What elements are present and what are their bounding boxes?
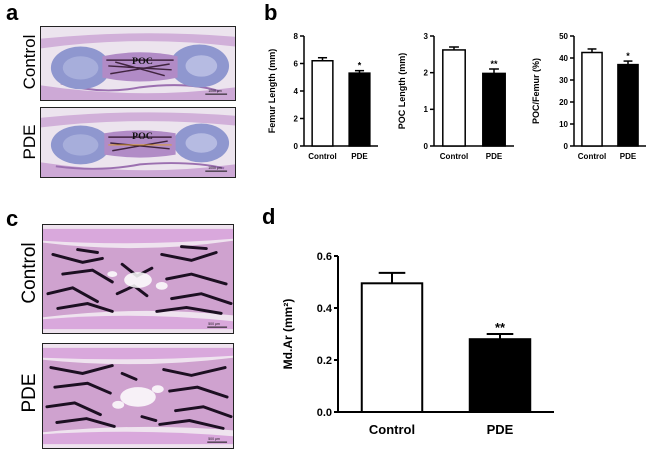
chart-poc-length: 0 1 2 3 POC Length (mm) Control ** PDE bbox=[396, 22, 526, 184]
panel-label-c: c bbox=[6, 206, 19, 231]
bone-section-control: 500 μm bbox=[42, 224, 234, 334]
y-tick-label: 40 bbox=[559, 54, 568, 63]
svg-text:POC: POC bbox=[132, 131, 153, 142]
poc-annotation-control: POC bbox=[132, 56, 153, 67]
bar-control bbox=[360, 282, 424, 413]
y-axis-label: Femur Length (mm) bbox=[267, 49, 277, 134]
bar-control bbox=[581, 51, 603, 147]
category-label: PDE bbox=[487, 422, 514, 437]
bar-control bbox=[311, 60, 334, 147]
bone-section-pde: 500 μm bbox=[42, 343, 234, 449]
image-c-bottom-label: PDE bbox=[19, 373, 40, 413]
scale-bar-c-bottom: 500 μm bbox=[208, 437, 220, 441]
y-tick-label: 2 bbox=[424, 68, 429, 77]
panel-label-a: a bbox=[6, 0, 19, 25]
chart-svg: 0 1 2 3 POC Length (mm) Control ** PDE bbox=[397, 32, 514, 161]
y-tick-label: 50 bbox=[559, 32, 568, 41]
y-tick-label: 0 bbox=[564, 142, 569, 151]
bar-pde bbox=[482, 72, 506, 147]
category-label: Control bbox=[308, 152, 336, 161]
chart-poc-femur: 0 10 20 30 40 50 POC/Femur (%) Control * PDE bbox=[530, 22, 658, 184]
y-tick-label: 0 bbox=[294, 142, 299, 151]
y-tick-label: 6 bbox=[294, 59, 299, 68]
bar-control bbox=[442, 49, 466, 147]
y-axis-label: POC Length (mm) bbox=[397, 53, 407, 130]
category-label: PDE bbox=[620, 152, 637, 161]
y-tick-label: 0.6 bbox=[317, 251, 332, 263]
significance-marker: * bbox=[358, 61, 362, 71]
image-c-top-label: Control bbox=[19, 242, 40, 304]
panel-label-d: d bbox=[262, 204, 276, 229]
y-tick-label: 4 bbox=[294, 87, 299, 96]
svg-text:POC: POC bbox=[132, 56, 153, 67]
chart-md-ar: 0.0 0.2 0.4 0.6 Md.Ar (mm²) Control ** PDE bbox=[276, 240, 576, 450]
category-label: Control bbox=[578, 152, 606, 161]
y-tick-label: 0.4 bbox=[317, 303, 333, 315]
chart-svg: 0.0 0.2 0.4 0.6 Md.Ar (mm²) Control ** PDE bbox=[281, 251, 554, 437]
significance-marker: ** bbox=[495, 320, 506, 335]
y-tick-label: 10 bbox=[559, 120, 568, 129]
y-tick-label: 0.0 bbox=[317, 407, 332, 419]
category-label: PDE bbox=[486, 152, 503, 161]
panel-label-b: b bbox=[264, 0, 278, 25]
image-a-top-label: Control bbox=[20, 34, 39, 90]
y-tick-label: 30 bbox=[559, 76, 568, 85]
image-a-bottom-label: PDE bbox=[20, 124, 39, 160]
category-label: Control bbox=[369, 422, 415, 437]
y-tick-label: 3 bbox=[424, 32, 429, 41]
y-axis-label: Md.Ar (mm²) bbox=[281, 299, 295, 370]
y-tick-label: 20 bbox=[559, 98, 568, 107]
y-tick-label: 8 bbox=[294, 32, 299, 41]
scale-bar-c-top: 500 μm bbox=[208, 322, 220, 326]
bar-pde bbox=[468, 338, 532, 413]
y-tick-label: 0 bbox=[424, 142, 429, 151]
y-axis-label: POC/Femur (%) bbox=[531, 58, 541, 124]
chart-femur-length: 0 2 4 6 8 Femur Length (mm) Control * PDE bbox=[266, 22, 390, 184]
significance-marker: * bbox=[626, 51, 630, 61]
scale-bar-a-top: 1000 μm bbox=[208, 89, 222, 93]
chart-svg: 0 2 4 6 8 Femur Length (mm) Control * PDE bbox=[267, 32, 378, 161]
y-tick-label: 0.2 bbox=[317, 355, 332, 367]
chart-svg: 0 10 20 30 40 50 POC/Femur (%) Control * PDE bbox=[531, 32, 646, 161]
poc-annotation-pde: POC bbox=[132, 131, 153, 142]
bar-pde bbox=[348, 72, 371, 147]
femur-image-control: POC 1000 μm bbox=[40, 26, 236, 101]
bar-pde bbox=[617, 63, 639, 147]
category-label: PDE bbox=[351, 152, 368, 161]
femur-image-pde: POC 1000 μm bbox=[40, 107, 236, 178]
category-label: Control bbox=[440, 152, 468, 161]
scale-bar-a-bottom: 1000 μm bbox=[208, 166, 222, 170]
significance-marker: ** bbox=[490, 59, 498, 69]
y-tick-label: 2 bbox=[294, 114, 299, 123]
y-tick-label: 1 bbox=[424, 105, 429, 114]
